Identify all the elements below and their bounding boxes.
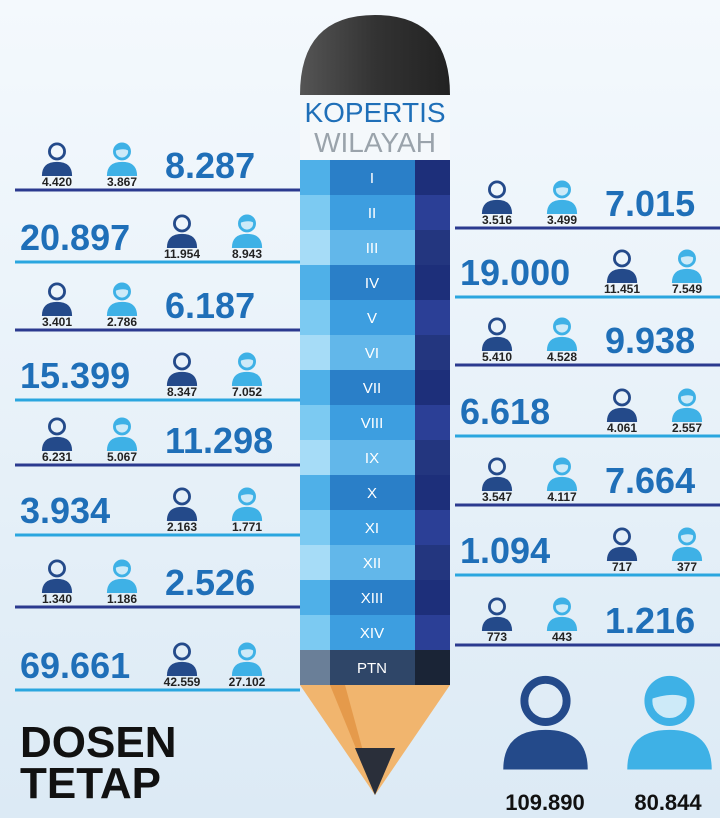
male-count: 717: [612, 560, 632, 574]
male-count: 6.231: [42, 450, 72, 464]
male-count: 1.340: [42, 592, 72, 606]
female-count: 3.499: [547, 213, 577, 227]
total-count: 2.526: [165, 562, 255, 603]
female-count: 3.867: [107, 175, 137, 189]
female-count: 443: [552, 630, 572, 644]
pencil-stripe: [415, 195, 450, 230]
total-count: 20.897: [20, 217, 130, 258]
female-count: 8.943: [232, 247, 262, 261]
female-count: 5.067: [107, 450, 137, 464]
male-count: 773: [487, 630, 507, 644]
total-count: 7.015: [605, 183, 695, 224]
total-count: 8.287: [165, 145, 255, 186]
total-count: 1.094: [460, 530, 550, 571]
region-label: III: [366, 240, 379, 257]
region-label: I: [370, 170, 374, 187]
female-count: 2.557: [672, 421, 702, 435]
male-count: 5.410: [482, 350, 512, 364]
female-count: 4.117: [547, 490, 577, 504]
female-count: 1.186: [107, 592, 137, 606]
pencil-stripe: [300, 335, 330, 370]
pencil-stripe: [415, 615, 450, 650]
pencil-stripe: [415, 650, 450, 685]
pencil-stripe: [415, 580, 450, 615]
total-count: 15.399: [20, 355, 130, 396]
male-count: 2.163: [167, 520, 197, 534]
total-count: 6.187: [165, 285, 255, 326]
pencil-stripe: [415, 510, 450, 545]
total-count: 11.298: [165, 420, 273, 461]
pencil-stripe: [300, 545, 330, 580]
region-label: VI: [365, 345, 379, 362]
female-count: 7.052: [232, 385, 262, 399]
header-line1: KOPERTIS: [304, 97, 445, 128]
pencil-stripe: [415, 230, 450, 265]
pencil-stripe: [415, 300, 450, 335]
total-count: 1.216: [605, 600, 695, 641]
pencil-stripe: [300, 195, 330, 230]
pencil-stripe: [300, 405, 330, 440]
region-label: IV: [365, 275, 379, 292]
pencil-stripe: [415, 370, 450, 405]
region-label: XIII: [361, 590, 384, 607]
female-count: 7.549: [672, 282, 702, 296]
infographic: KOPERTIS WILAYAH DOSEN TETAP 109.890 80.…: [0, 0, 720, 818]
female-count: 377: [677, 560, 697, 574]
summary-male: 109.890: [505, 790, 585, 815]
total-count: 9.938: [605, 320, 695, 361]
pencil-stripe: [415, 545, 450, 580]
male-count: 4.420: [42, 175, 72, 189]
total-count: 7.664: [605, 460, 695, 501]
female-count: 1.771: [232, 520, 262, 534]
region-label: PTN: [357, 660, 387, 677]
pencil-stripe: [300, 650, 330, 685]
pencil-stripe: [300, 370, 330, 405]
region-label: V: [367, 310, 377, 327]
male-count: 42.559: [164, 675, 201, 689]
region-label: VII: [363, 380, 381, 397]
male-count: 11.451: [604, 282, 640, 296]
pencil-stripe: [415, 160, 450, 195]
pencil-stripe: [300, 300, 330, 335]
pencil-stripe: [415, 475, 450, 510]
male-count: 3.516: [482, 213, 512, 227]
pencil-stripe: [300, 475, 330, 510]
total-count: 69.661: [20, 645, 130, 686]
female-count: 2.786: [107, 315, 137, 329]
pencil-stripe: [415, 440, 450, 475]
region-label: XIV: [360, 625, 384, 642]
title-line2: TETAP: [20, 759, 161, 808]
header-line2: WILAYAH: [314, 127, 436, 158]
region-label: II: [368, 205, 376, 222]
male-count: 3.547: [482, 490, 512, 504]
pencil-stripe: [300, 265, 330, 300]
region-label: XII: [363, 555, 381, 572]
region-label: VIII: [361, 415, 384, 432]
pencil-stripe: [300, 440, 330, 475]
region-label: X: [367, 485, 377, 502]
female-count: 27.102: [229, 675, 266, 689]
total-count: 6.618: [460, 391, 550, 432]
male-count: 3.401: [42, 315, 72, 329]
region-label: XI: [365, 520, 379, 537]
pencil-stripe: [300, 615, 330, 650]
pencil-stripe: [415, 265, 450, 300]
male-count: 8.347: [167, 385, 197, 399]
pencil-stripe: [415, 405, 450, 440]
male-count: 4.061: [607, 421, 637, 435]
pencil-stripe: [300, 510, 330, 545]
male-count: 11.954: [164, 247, 200, 261]
summary-female: 80.844: [634, 790, 702, 815]
pencil-stripe: [300, 160, 330, 195]
region-label: IX: [365, 450, 379, 467]
pencil-stripe: [300, 230, 330, 265]
total-count: 3.934: [20, 490, 110, 531]
total-count: 19.000: [460, 252, 570, 293]
pencil-stripe: [415, 335, 450, 370]
female-count: 4.528: [547, 350, 577, 364]
pencil-stripe: [300, 580, 330, 615]
